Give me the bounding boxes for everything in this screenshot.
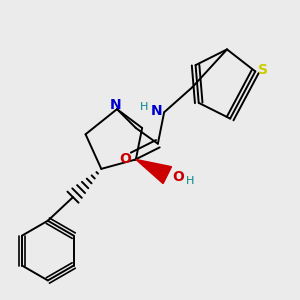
Text: N: N [110,98,121,112]
Text: H: H [186,176,194,186]
Polygon shape [136,159,172,184]
Text: S: S [258,63,268,77]
Text: H: H [140,102,148,112]
Text: O: O [119,152,131,166]
Text: N: N [151,104,162,118]
Text: O: O [172,170,184,184]
